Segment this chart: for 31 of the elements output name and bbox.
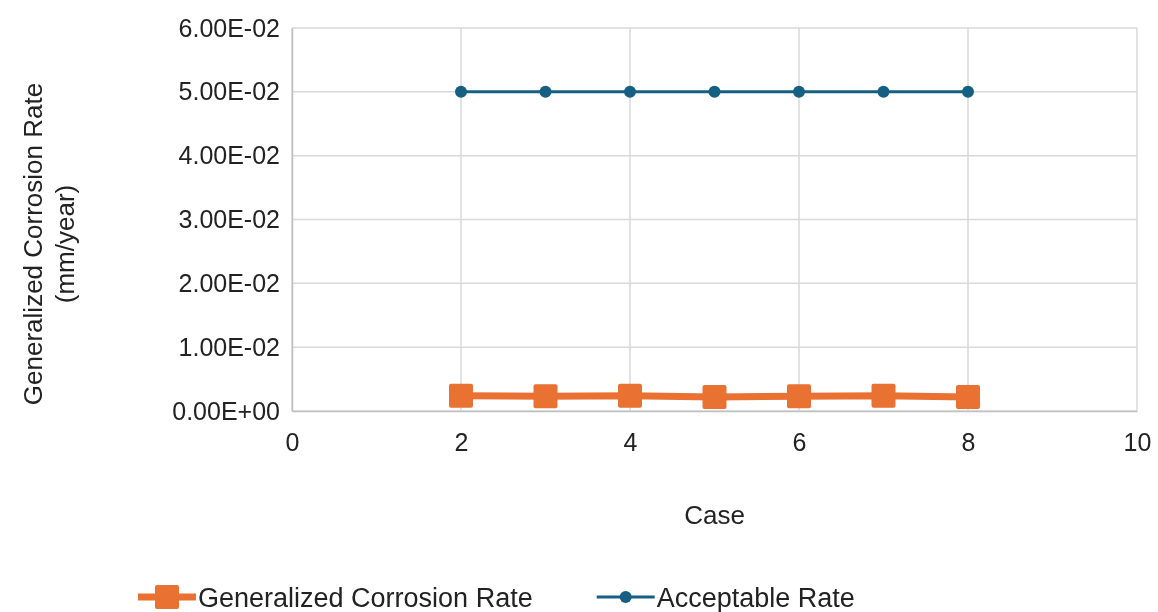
x-axis-title: Case (684, 500, 745, 530)
x-tick-label: 8 (961, 427, 976, 456)
point (962, 85, 974, 98)
y-tick-label: 1.00E-02 (178, 332, 280, 361)
x-tick-label: 0 (285, 427, 300, 456)
point (449, 383, 473, 408)
point (956, 384, 980, 409)
point (877, 85, 890, 98)
point (539, 85, 552, 98)
legend-label: Generalized Corrosion Rate (198, 583, 533, 612)
x-tick-label: 2 (454, 427, 469, 456)
y-tick-label: 0.00E+00 (172, 396, 280, 425)
point (624, 85, 636, 98)
point (793, 85, 805, 98)
point (787, 384, 811, 409)
y-axis-title: Generalized Corrosion Rate (mm/year) (18, 82, 80, 406)
y-tick-label: 2.00E-02 (178, 268, 280, 297)
legend-label: Acceptable Rate (656, 583, 855, 612)
y-tick-label: 6.00E-02 (178, 13, 280, 42)
x-tick-label: 4 (623, 427, 638, 456)
y-tick-label: 3.00E-02 (178, 205, 280, 233)
x-tick-label: 10 (1123, 427, 1152, 456)
point (533, 384, 558, 409)
y-tick-label: 5.00E-02 (178, 77, 280, 106)
point (618, 383, 642, 408)
x-tick-label: 6 (792, 427, 807, 456)
point (871, 383, 896, 408)
point (702, 384, 727, 409)
y-tick-label: 4.00E-02 (178, 141, 280, 170)
point (455, 85, 467, 98)
point (708, 85, 721, 98)
